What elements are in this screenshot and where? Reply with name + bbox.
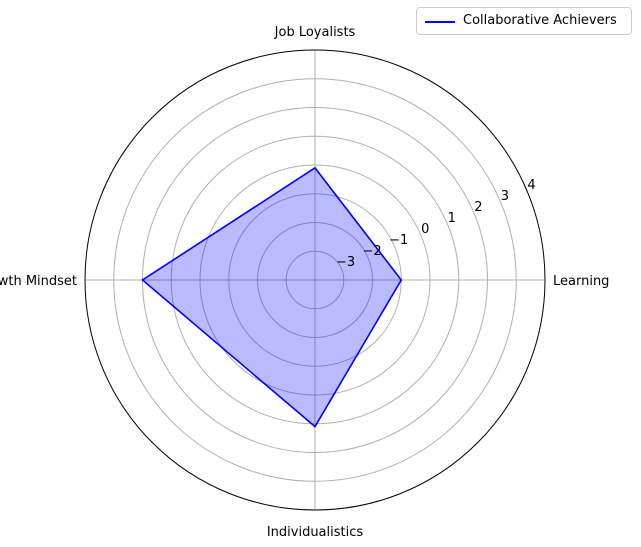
polar-frame — [84, 49, 546, 511]
series-layer — [141, 166, 403, 428]
category-label: Individualistics — [267, 525, 364, 540]
legend-line-swatch — [425, 21, 455, 23]
category-label: Growth Mindset — [0, 274, 77, 289]
category-label: Learning — [553, 274, 609, 289]
legend: Collaborative Achievers — [416, 7, 632, 35]
radial-tick-label: −2 — [363, 244, 382, 259]
radial-tick-label: 2 — [474, 200, 482, 215]
grid-layer — [85, 50, 545, 510]
radial-tick-label: 0 — [421, 222, 429, 237]
series-fill-area — [142, 167, 402, 427]
radial-tick-label: 4 — [527, 178, 535, 193]
radial-tick-label: −1 — [389, 233, 408, 248]
radial-tick-label: 1 — [448, 211, 456, 226]
series-line — [141, 166, 403, 428]
legend-label: Collaborative Achievers — [463, 13, 617, 28]
category-label: Job Loyalists — [274, 25, 356, 40]
radial-tick-label: −3 — [336, 255, 355, 270]
radial-tick-label: 3 — [501, 189, 509, 204]
label-layer: Learning Job Loyalists Growth Mindset Indiv… — [0, 25, 609, 540]
